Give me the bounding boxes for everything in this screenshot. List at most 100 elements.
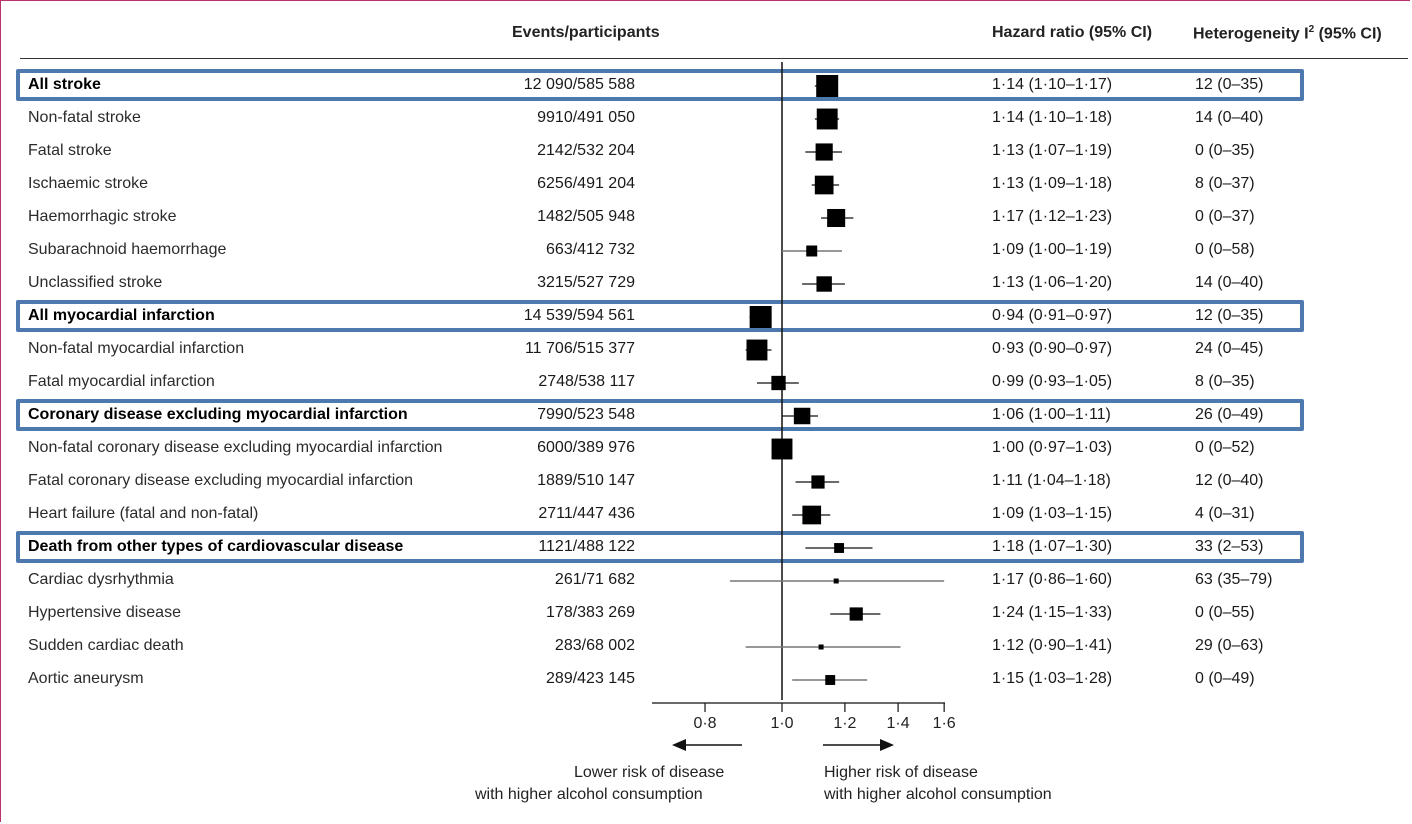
row-heterogeneity: 0 (0–55) [1195,604,1255,621]
row-heterogeneity: 0 (0–52) [1195,439,1255,456]
row-hazard-ratio: 0·94 (0·91–0·97) [992,307,1113,324]
higher-risk-note: Higher risk of disease with higher alcoh… [824,762,1052,806]
row-heterogeneity: 26 (0–49) [1195,406,1264,423]
row-label: Fatal coronary disease excluding myocard… [28,472,414,489]
row-events: 289/423 145 [546,670,635,687]
estimate-box [815,143,833,161]
heterogeneity-header-prefix: Heterogeneity I [1193,25,1309,43]
row-heterogeneity: 0 (0–49) [1195,670,1255,687]
row-hazard-ratio: 1·09 (1·03–1·15) [992,505,1113,522]
row-heterogeneity: 0 (0–37) [1195,208,1255,225]
row-events: 14 539/594 561 [523,307,635,324]
x-axis-tick-label: 1·6 [933,715,956,732]
row-events: 9910/491 050 [537,109,635,126]
row-hazard-ratio: 1·12 (0·90–1·41) [992,637,1113,654]
row-events: 11 706/515 377 [524,340,635,357]
x-axis-tick-label: 1·0 [770,715,793,732]
row-events: 3215/527 729 [537,274,635,291]
row-heterogeneity: 12 (0–35) [1195,76,1264,93]
estimate-box [771,375,786,391]
estimate-box [814,175,834,195]
row-hazard-ratio: 1·13 (1·07–1·19) [992,142,1113,159]
x-axis-tick-label: 1·2 [833,715,856,732]
row-events: 1121/488 122 [538,538,635,555]
heterogeneity-header-suffix: (95% CI) [1314,25,1382,43]
header-rule [20,58,1408,59]
row-events: 2142/532 204 [537,142,635,159]
row-heterogeneity: 4 (0–31) [1195,505,1255,522]
row-label: Hypertensive disease [28,604,181,621]
row-label: Haemorrhagic stroke [28,208,177,225]
row-label: Non-fatal coronary disease excluding myo… [28,439,443,456]
estimate-box [833,578,839,584]
row-hazard-ratio: 1·13 (1·09–1·18) [992,175,1113,192]
heterogeneity-header-superscript: 2 [1308,24,1315,35]
row-label: Ischaemic stroke [28,175,149,192]
row-hazard-ratio: 1·13 (1·06–1·20) [992,274,1113,291]
row-label: Heart failure (fatal and non-fatal) [28,505,259,522]
row-label: Sudden cardiac death [28,637,184,654]
hazard-ratio-column-header: Hazard ratio (95% CI) [992,24,1153,41]
estimate-box [806,245,818,257]
row-events: 1482/505 948 [537,208,635,225]
row-heterogeneity: 0 (0–35) [1195,142,1255,159]
row-events: 261/71 682 [554,571,635,588]
estimate-box [834,543,845,553]
events-column-header: Events/participants [512,24,660,41]
estimate-box [793,407,811,425]
lower-risk-note-line1: Lower risk of disease [574,764,725,781]
row-label: Aortic aneurysm [28,670,144,687]
row-label: Fatal myocardial infarction [28,373,215,390]
row-label: Non-fatal myocardial infarction [28,340,245,357]
row-hazard-ratio: 1·24 (1·15–1·33) [992,604,1113,621]
estimate-box [816,75,839,97]
row-hazard-ratio: 1·14 (1·10–1·17) [992,76,1113,93]
estimate-box [849,607,863,621]
highlight-box [16,69,1304,101]
row-hazard-ratio: 0·99 (0·93–1·05) [992,373,1113,390]
row-heterogeneity: 12 (0–40) [1195,472,1264,489]
row-label: Coronary disease excluding myocardial in… [28,406,408,423]
row-label: All myocardial infarction [28,307,215,324]
row-hazard-ratio: 1·11 (1·04–1·18) [992,472,1111,489]
lower-risk-note: Lower risk of disease with higher alcoho… [475,762,725,806]
row-hazard-ratio: 1·18 (1·07–1·30) [992,538,1113,555]
higher-risk-arrowhead [880,739,894,751]
row-label: Subarachnoid haemorrhage [28,241,227,258]
highlight-box [16,300,1304,332]
higher-risk-note-line1: Higher risk of disease [824,764,978,781]
row-events: 1889/510 147 [537,472,635,489]
row-heterogeneity: 0 (0–58) [1195,241,1255,258]
lower-risk-note-line2: with higher alcohol consumption [475,786,703,803]
row-label: Death from other types of cardiovascular… [28,538,404,555]
row-label: Fatal stroke [28,142,112,159]
row-hazard-ratio: 1·09 (1·00–1·19) [992,241,1113,258]
estimate-box [816,276,832,292]
row-heterogeneity: 8 (0–35) [1195,373,1255,390]
row-heterogeneity: 8 (0–37) [1195,175,1255,192]
estimate-box [827,208,846,228]
row-events: 178/383 269 [546,604,635,621]
row-label: All stroke [28,76,101,93]
heterogeneity-column-header: Heterogeneity I2 (95% CI) [1193,24,1382,43]
row-events: 6000/389 976 [537,439,635,456]
estimate-box [746,339,768,361]
estimate-box [771,438,793,460]
estimate-box [802,505,822,525]
x-axis-tick-label: 1·4 [887,715,910,732]
lower-risk-arrowhead [672,739,686,751]
row-events: 2711/447 436 [538,505,635,522]
row-heterogeneity: 33 (2–53) [1195,538,1264,555]
row-hazard-ratio: 1·15 (1·03–1·28) [992,670,1113,687]
estimate-box [818,644,824,650]
row-events: 6256/491 204 [537,175,635,192]
row-label: Non-fatal stroke [28,109,141,126]
estimate-box [811,475,825,489]
row-heterogeneity: 24 (0–45) [1195,340,1264,357]
row-label: Unclassified stroke [28,274,163,291]
higher-risk-note-line2: with higher alcohol consumption [824,786,1052,803]
row-hazard-ratio: 0·93 (0·90–0·97) [992,340,1113,357]
estimate-box [825,675,836,685]
x-axis-tick-label: 0·8 [693,715,716,732]
